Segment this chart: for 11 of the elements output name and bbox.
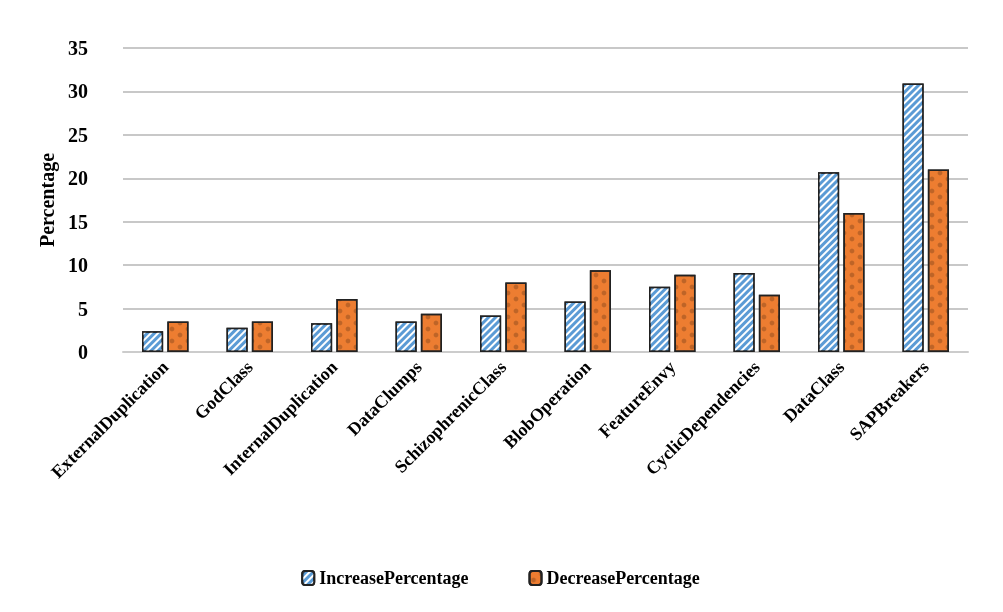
legend-label: DecreasePercentage (546, 568, 700, 588)
y-tick-label: 35 (68, 37, 88, 59)
y-tick-label: 15 (68, 210, 88, 233)
y-tick-label: 5 (78, 297, 88, 320)
y-tick-label: 10 (68, 254, 88, 277)
y-tick-label: 25 (68, 123, 88, 146)
y-tick-label: 30 (68, 80, 88, 103)
y-tick-label: 20 (68, 167, 88, 190)
y-axis-title: Percentage (36, 152, 60, 248)
legend-label: IncreasePercentage (319, 568, 469, 588)
y-tick-label: 0 (78, 341, 88, 363)
